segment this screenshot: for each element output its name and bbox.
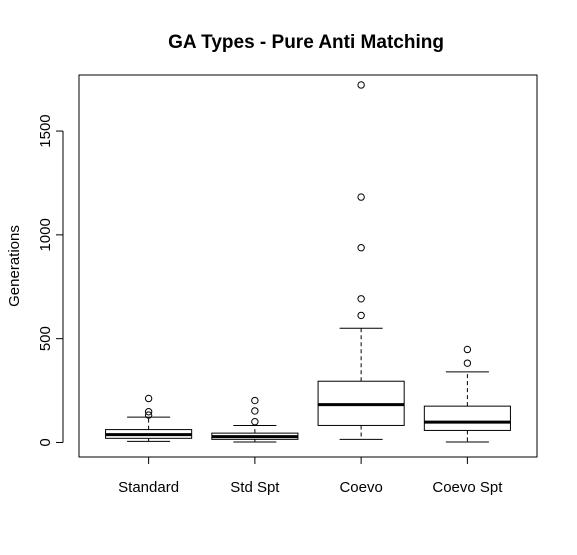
x-tick-label: Coevo Spt — [432, 479, 503, 496]
x-tick-label: Std Spt — [230, 479, 280, 496]
plot-frame — [78, 74, 538, 458]
outlier-point — [251, 396, 259, 405]
y-tick-label: 1500 — [37, 114, 54, 147]
outlier-point — [144, 411, 153, 419]
outlier-point — [357, 193, 365, 201]
x-axis: Standard Std Spt Coevo Coevo Spt — [118, 456, 503, 496]
outlier-point — [357, 81, 365, 89]
x-tick-label: Coevo — [339, 479, 382, 496]
outlier-point — [357, 244, 365, 252]
chart-title: GA Types - Pure Anti Matching — [168, 32, 444, 53]
y-tick-label: 1000 — [37, 218, 54, 251]
outlier-point — [357, 311, 365, 320]
outlier-point — [357, 295, 365, 303]
box-group — [105, 394, 193, 442]
outlier-point — [144, 394, 153, 403]
y-axis-label: Generations — [6, 225, 23, 307]
box-group — [423, 345, 511, 443]
outlier-point — [144, 408, 153, 416]
x-tick-label: Standard — [118, 479, 179, 496]
y-tick-label: 0 — [37, 438, 54, 446]
box-group — [211, 396, 299, 443]
outlier-point — [463, 359, 472, 367]
box-series — [105, 81, 511, 443]
outlier-point — [251, 418, 259, 426]
outlier-point — [251, 407, 259, 415]
y-axis: 0 500 1000 1500 — [37, 114, 64, 447]
outlier-point — [463, 345, 472, 354]
iqr-box — [423, 405, 511, 431]
box-group — [317, 81, 405, 440]
y-tick-label: 500 — [37, 326, 54, 351]
